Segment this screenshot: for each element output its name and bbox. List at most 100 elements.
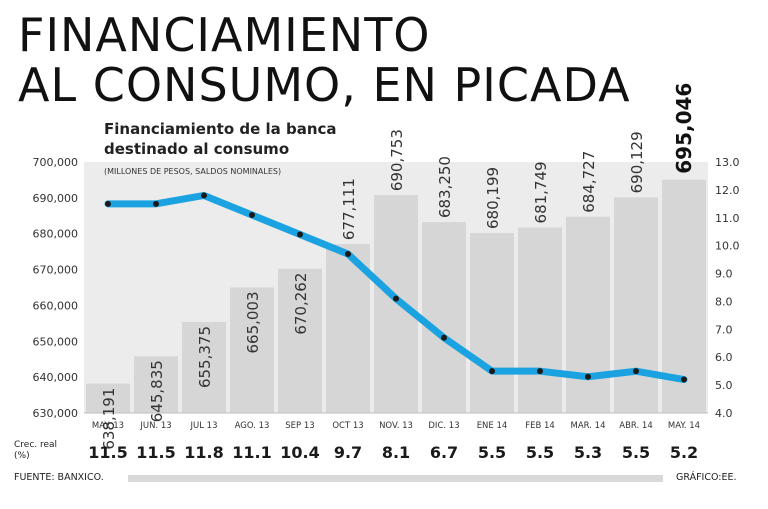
growth-value-10: 5.3 xyxy=(574,443,602,462)
chart-title-line-2: destinado al consumo xyxy=(104,140,290,158)
line-point-3 xyxy=(249,211,255,218)
left-tick-label: 690,000 xyxy=(33,192,79,205)
right-axis: 4.0 5.0 6.0 7.0 8.0 9.0 10.0 11.0 12.0 13.0 xyxy=(715,156,740,420)
right-tick-label: 7.0 xyxy=(715,323,733,336)
category-label: MAY. 13 xyxy=(92,421,124,431)
line-point-8 xyxy=(489,368,495,375)
growth-value-11: 5.5 xyxy=(622,443,650,462)
line-point-4 xyxy=(297,231,303,238)
category-label: NOV. 13 xyxy=(379,421,413,431)
bar-7 xyxy=(422,222,466,413)
headline-line-2: AL CONSUMO, EN PICADA xyxy=(18,58,631,112)
bar-value-label-1: 645,835 xyxy=(148,360,166,422)
growth-value-8: 5.5 xyxy=(478,443,506,462)
line-point-12 xyxy=(681,376,687,383)
growth-row-label-line-1: Crec. real xyxy=(14,440,58,450)
bar-3 xyxy=(230,287,274,413)
left-tick-label: 650,000 xyxy=(33,335,79,348)
right-tick-label: 12.0 xyxy=(715,184,740,197)
category-label: MAY. 14 xyxy=(668,421,700,431)
category-label: DIC. 13 xyxy=(428,421,459,431)
bar-value-label-6: 690,753 xyxy=(388,129,406,191)
growth-line-series xyxy=(104,191,688,384)
bar-value-label-0: 638,191 xyxy=(100,388,118,450)
growth-row-label: Crec. real (%) xyxy=(14,440,57,462)
line-point-11 xyxy=(633,368,639,375)
category-label: JUL 13 xyxy=(190,421,218,431)
graphic-credit: GRÁFICO:EE. xyxy=(676,472,737,483)
growth-value-4: 10.4 xyxy=(280,443,319,462)
growth-row: 11.5 11.5 11.8 11.1 10.4 9.7 8.1 6.7 5.5 5.5 5.3 5.… xyxy=(88,443,698,462)
line-point-7 xyxy=(441,334,447,341)
bar-value-label-10: 684,727 xyxy=(580,151,598,213)
bar-6 xyxy=(374,195,418,413)
line-point-1 xyxy=(153,200,159,207)
headline-line-1: FINANCIAMIENTO xyxy=(18,8,431,62)
chart-title: Financiamiento de la banca destinado al … xyxy=(104,119,337,159)
category-label: MAR. 14 xyxy=(571,421,606,431)
left-tick-label: 640,000 xyxy=(33,371,79,384)
category-label: AGO. 13 xyxy=(235,421,270,431)
line-point-5 xyxy=(345,251,351,258)
growth-value-6: 8.1 xyxy=(382,443,410,462)
bar-4 xyxy=(278,268,322,413)
line-point-2 xyxy=(201,192,207,199)
bar-value-label-11: 690,129 xyxy=(628,131,646,193)
bar-1 xyxy=(134,356,178,413)
right-tick-label: 13.0 xyxy=(715,156,740,169)
left-tick-label: 700,000 xyxy=(33,156,79,169)
bar-9 xyxy=(518,227,562,413)
left-tick-label: 680,000 xyxy=(33,228,79,241)
category-label: ABR. 14 xyxy=(619,421,652,431)
bar-value-label-3: 665,003 xyxy=(244,291,262,353)
growth-value-5: 9.7 xyxy=(334,443,362,462)
right-tick-label: 6.0 xyxy=(715,351,733,364)
bar-value-label-2: 655,375 xyxy=(196,326,214,388)
bar-8 xyxy=(470,233,514,413)
bar-value-label-8: 680,199 xyxy=(484,167,502,229)
growth-value-0: 11.5 xyxy=(88,443,127,462)
bar-value-label-4: 670,262 xyxy=(292,273,310,335)
chart-title-line-1: Financiamiento de la banca xyxy=(104,120,337,138)
footer-divider xyxy=(128,475,663,482)
growth-value-9: 5.5 xyxy=(526,443,554,462)
left-tick-label: 670,000 xyxy=(33,264,79,277)
bar-2 xyxy=(182,322,226,413)
right-tick-label: 4.0 xyxy=(715,407,733,420)
bar-value-labels: 638,191 645,835 655,375 665,003 670,262 677,1… xyxy=(100,83,696,450)
right-tick-label: 10.0 xyxy=(715,240,740,253)
right-tick-label: 5.0 xyxy=(715,379,733,392)
left-tick-label: 630,000 xyxy=(33,407,79,420)
bar-value-label-9: 681,749 xyxy=(532,161,550,223)
line-point-0 xyxy=(105,200,111,207)
line-point-9 xyxy=(537,368,543,375)
category-label: ENE 14 xyxy=(477,421,508,431)
growth-value-2: 11.8 xyxy=(184,443,223,462)
bar-11 xyxy=(614,197,658,413)
line-point-10 xyxy=(585,373,591,380)
right-tick-label: 9.0 xyxy=(715,268,733,281)
growth-value-1: 11.5 xyxy=(136,443,175,462)
source-note: FUENTE: BANXICO. xyxy=(14,472,104,483)
left-tick-label: 660,000 xyxy=(33,299,79,312)
line-point-6 xyxy=(393,295,399,302)
bar-value-label-5: 677,111 xyxy=(340,178,358,240)
category-label: FEB 14 xyxy=(525,421,555,431)
growth-row-label-line-2: (%) xyxy=(14,451,30,461)
growth-value-12: 5.2 xyxy=(670,443,698,462)
right-tick-label: 11.0 xyxy=(715,212,740,225)
bar-value-label-12: 695,046 xyxy=(672,83,696,174)
bar-0 xyxy=(86,383,130,413)
left-axis: 630,000 640,000 650,000 660,000 670,000 680,0… xyxy=(33,156,79,420)
category-label: JUN. 13 xyxy=(139,421,171,431)
category-label: OCT 13 xyxy=(332,421,363,431)
category-label: SEP 13 xyxy=(285,421,314,431)
bar-10 xyxy=(566,216,610,413)
chart-subtitle: (MILLONES DE PESOS, SALDOS NOMINALES) xyxy=(104,167,282,176)
growth-value-3: 11.1 xyxy=(232,443,271,462)
bar-value-label-7: 683,250 xyxy=(436,156,454,218)
right-tick-label: 8.0 xyxy=(715,295,733,308)
x-axis: MAY. 13 JUN. 13 JUL 13 AGO. 13 SEP 13 OCT 13 N… xyxy=(92,421,700,431)
growth-value-7: 6.7 xyxy=(430,443,458,462)
